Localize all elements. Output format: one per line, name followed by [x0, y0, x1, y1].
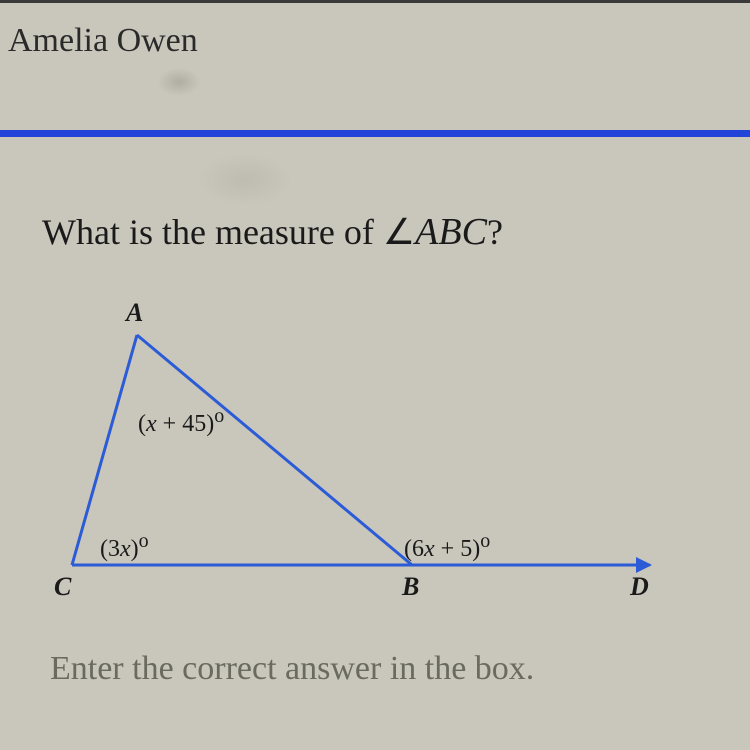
student-name: Amelia Owen: [8, 22, 198, 60]
angle-symbol-icon: ∠: [383, 212, 415, 252]
expr-part: + 45): [157, 411, 215, 437]
expr-part: (3: [100, 536, 120, 562]
instruction-text: Enter the correct answer in the box.: [50, 650, 534, 688]
angle-b-expression: (6x + 5)o: [404, 530, 490, 563]
degree-symbol: o: [480, 530, 490, 552]
paper-smudge: [200, 155, 290, 205]
question-text: What is the measure of ∠ABC?: [42, 210, 503, 254]
geometry-diagram: A C B D (x + 45)o (3x)o (6x + 5)o: [42, 290, 662, 630]
degree-symbol: o: [214, 405, 224, 427]
degree-symbol: o: [139, 530, 149, 552]
segment-ab: [137, 335, 412, 565]
expr-part: + 5): [435, 536, 481, 562]
angle-a-expression: (x + 45)o: [138, 405, 224, 438]
expr-var: x: [424, 536, 435, 562]
vertex-b-label: B: [402, 572, 419, 602]
vertex-d-label: D: [630, 572, 649, 602]
expr-var: x: [120, 536, 131, 562]
arrowhead-d-icon: [636, 557, 652, 573]
question-prefix: What is the measure of: [42, 212, 383, 252]
blue-divider: [0, 130, 750, 137]
question-suffix: ?: [487, 212, 503, 252]
triangle-svg: [42, 290, 662, 630]
paper-smudge: [158, 68, 200, 96]
vertex-a-label: A: [126, 298, 143, 328]
expr-part: ): [131, 536, 139, 562]
question-angle-name: ABC: [415, 211, 487, 253]
top-divider: [0, 0, 750, 3]
expr-part: (6: [404, 536, 424, 562]
angle-c-expression: (3x)o: [100, 530, 149, 563]
expr-part: (: [138, 411, 146, 437]
vertex-c-label: C: [54, 572, 71, 602]
expr-var: x: [146, 411, 157, 437]
